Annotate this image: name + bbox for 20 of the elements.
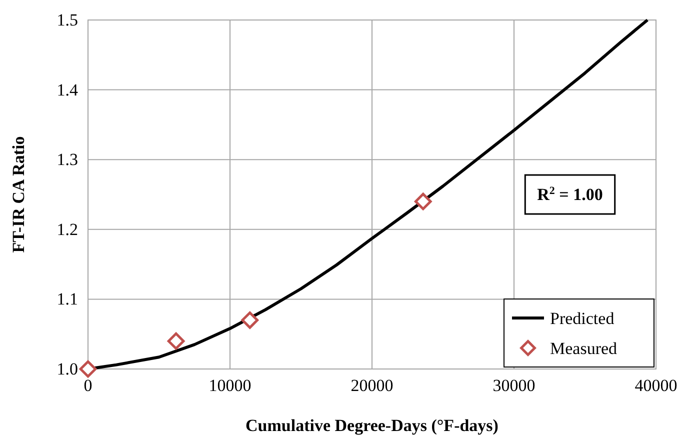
y-tick-label: 1.4 <box>56 80 78 100</box>
point <box>414 192 432 210</box>
x-tick-label: 0 <box>84 376 92 396</box>
y-tick-label: 1.1 <box>56 290 78 309</box>
legend-label: Predicted <box>550 309 615 328</box>
legend-label: Measured <box>550 339 618 358</box>
y-tick-label: 1.0 <box>56 359 78 378</box>
x-tick-label: 20000 <box>350 376 394 396</box>
x-axis-title: Cumulative Degree-Days (°F-days) <box>246 416 498 435</box>
point <box>79 360 97 378</box>
y-axis-title: FT-IR CA Ratio <box>9 136 28 253</box>
x-tick-label: 10000 <box>208 376 252 396</box>
x-tick-label: 30000 <box>492 376 536 396</box>
y-tick-label: 1.5 <box>56 10 78 30</box>
y-tick-label: 1.2 <box>56 220 78 239</box>
point <box>241 311 259 329</box>
x-tick-label: 40000 <box>634 376 678 396</box>
point <box>167 332 185 350</box>
annotation: R$^{2}$ = 1.00 <box>537 185 603 204</box>
y-tick-label: 1.3 <box>56 150 78 170</box>
